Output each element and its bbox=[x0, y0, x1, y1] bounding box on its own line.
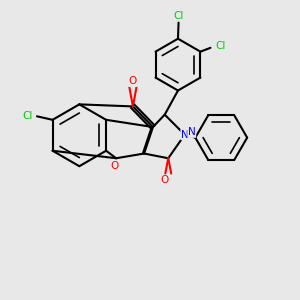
Text: O: O bbox=[160, 175, 169, 185]
Text: Cl: Cl bbox=[215, 41, 225, 51]
Text: N: N bbox=[181, 130, 189, 140]
Text: O: O bbox=[110, 161, 119, 172]
Text: Cl: Cl bbox=[22, 111, 33, 121]
Text: N: N bbox=[188, 127, 196, 137]
Text: Cl: Cl bbox=[173, 11, 184, 21]
Text: O: O bbox=[129, 76, 137, 86]
